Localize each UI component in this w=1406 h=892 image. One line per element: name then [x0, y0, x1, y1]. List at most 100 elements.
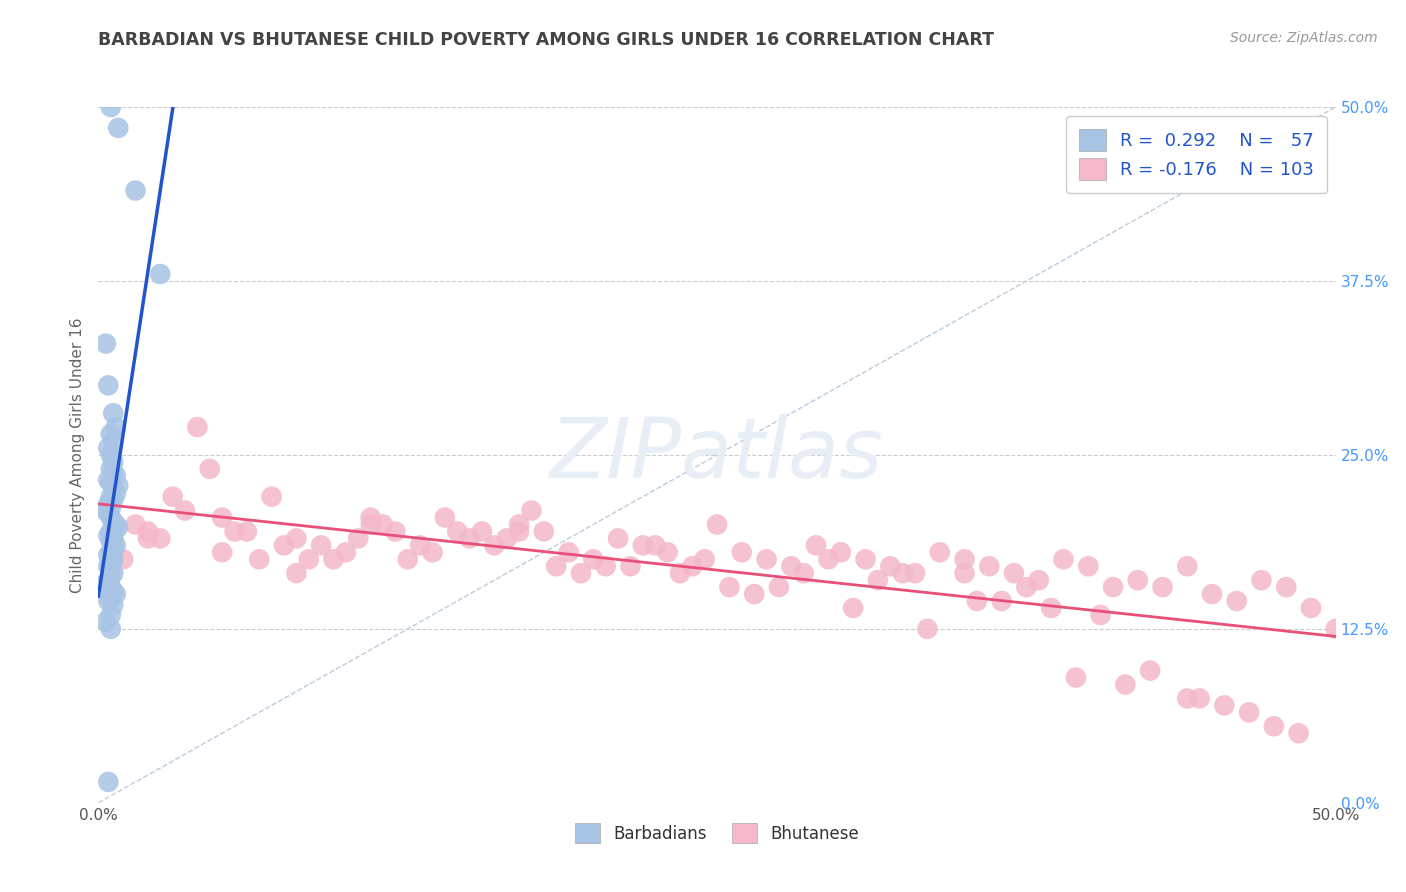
- Point: [100, 510, 122, 524]
- Point: [97, 378, 120, 392]
- Point: [97, 548, 120, 562]
- Point: [1052, 552, 1074, 566]
- Point: [1028, 573, 1050, 587]
- Point: [495, 532, 517, 546]
- Point: [422, 545, 444, 559]
- Point: [1064, 671, 1087, 685]
- Point: [104, 468, 127, 483]
- Point: [103, 584, 125, 599]
- Point: [990, 594, 1012, 608]
- Point: [107, 520, 129, 534]
- Point: [917, 622, 939, 636]
- Point: [174, 503, 197, 517]
- Point: [97, 473, 120, 487]
- Point: [842, 601, 865, 615]
- Y-axis label: Child Poverty Among Girls Under 16: Child Poverty Among Girls Under 16: [70, 318, 86, 592]
- Point: [335, 545, 357, 559]
- Point: [371, 517, 394, 532]
- Point: [136, 532, 159, 546]
- Point: [1213, 698, 1236, 713]
- Point: [817, 552, 839, 566]
- Point: [966, 594, 988, 608]
- Point: [347, 532, 370, 546]
- Point: [94, 503, 117, 517]
- Point: [768, 580, 790, 594]
- Point: [186, 420, 208, 434]
- Point: [103, 515, 125, 529]
- Point: [471, 524, 494, 539]
- Point: [1114, 677, 1136, 691]
- Point: [804, 538, 827, 552]
- Point: [103, 552, 125, 566]
- Point: [100, 557, 122, 571]
- Point: [1288, 726, 1310, 740]
- Point: [100, 622, 122, 636]
- Point: [1226, 594, 1249, 608]
- Point: [97, 594, 120, 608]
- Point: [458, 532, 481, 546]
- Point: [104, 420, 127, 434]
- Point: [100, 100, 122, 114]
- Point: [103, 434, 125, 448]
- Point: [97, 559, 120, 574]
- Point: [360, 517, 382, 532]
- Point: [546, 559, 568, 574]
- Point: [100, 448, 122, 462]
- Point: [533, 524, 555, 539]
- Point: [103, 465, 125, 479]
- Point: [100, 562, 122, 576]
- Point: [1263, 719, 1285, 733]
- Point: [1250, 573, 1272, 587]
- Point: [124, 184, 146, 198]
- Point: [793, 566, 815, 581]
- Point: [607, 532, 630, 546]
- Point: [755, 552, 778, 566]
- Point: [107, 120, 129, 135]
- Point: [742, 587, 765, 601]
- Point: [619, 559, 641, 574]
- Point: [97, 573, 120, 587]
- Point: [1077, 559, 1099, 574]
- Point: [103, 542, 125, 557]
- Point: [273, 538, 295, 552]
- Point: [285, 532, 308, 546]
- Point: [97, 441, 120, 455]
- Point: [1201, 587, 1223, 601]
- Point: [1139, 664, 1161, 678]
- Point: [557, 545, 579, 559]
- Point: [1040, 601, 1063, 615]
- Point: [1102, 580, 1125, 594]
- Point: [953, 566, 976, 581]
- Point: [103, 455, 125, 469]
- Point: [904, 566, 927, 581]
- Point: [124, 517, 146, 532]
- Point: [1090, 607, 1112, 622]
- Point: [103, 406, 125, 420]
- Point: [669, 566, 692, 581]
- Point: [409, 538, 432, 552]
- Point: [1275, 580, 1298, 594]
- Point: [891, 566, 914, 581]
- Point: [866, 573, 889, 587]
- Point: [1175, 559, 1198, 574]
- Point: [94, 615, 117, 629]
- Point: [731, 545, 754, 559]
- Point: [953, 552, 976, 566]
- Point: [582, 552, 605, 566]
- Point: [595, 559, 617, 574]
- Point: [1015, 580, 1038, 594]
- Point: [100, 500, 122, 515]
- Point: [309, 538, 332, 552]
- Point: [928, 545, 950, 559]
- Point: [1126, 573, 1149, 587]
- Point: [103, 566, 125, 581]
- Point: [100, 590, 122, 604]
- Point: [979, 559, 1001, 574]
- Point: [508, 524, 530, 539]
- Point: [285, 566, 308, 581]
- Point: [149, 267, 172, 281]
- Point: [236, 524, 259, 539]
- Point: [855, 552, 877, 566]
- Point: [360, 510, 382, 524]
- Point: [879, 559, 901, 574]
